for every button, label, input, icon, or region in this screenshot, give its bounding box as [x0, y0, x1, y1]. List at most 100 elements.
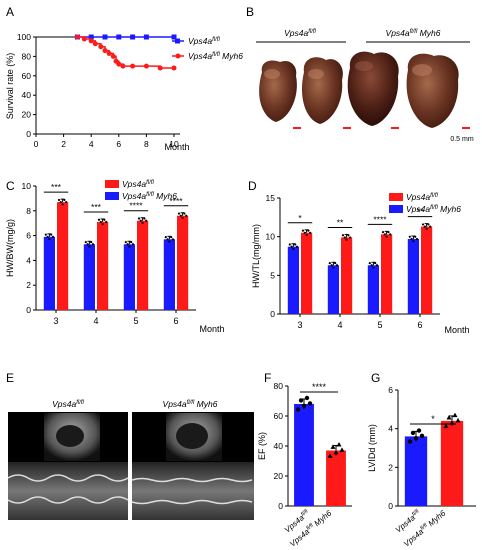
- y-ticks-g: 6 4 2 0: [388, 385, 398, 511]
- d-ytick-label: 5: [270, 270, 275, 280]
- d-ytick-label: 0: [270, 309, 275, 319]
- d-point: [383, 233, 386, 236]
- d-sig: *: [298, 213, 302, 223]
- c-point: [86, 243, 89, 246]
- echo-image-control: [7, 412, 129, 520]
- g-ytick-label: 2: [388, 462, 393, 472]
- g-point: [443, 423, 449, 429]
- scale-label: 0.5 mm: [450, 136, 474, 143]
- d-xtick-label: 5: [377, 320, 382, 330]
- c-point: [97, 218, 101, 221]
- survival-marker-0: [171, 34, 177, 40]
- d-bar: [327, 265, 339, 314]
- c-point: [57, 198, 61, 202]
- g-point: [416, 428, 422, 433]
- c-point: [124, 240, 127, 244]
- f-point: [333, 449, 339, 455]
- d-point: [290, 245, 293, 248]
- g-ytick-label: 6: [388, 385, 393, 395]
- heart-image-3: [347, 51, 399, 127]
- c-point: [141, 221, 144, 225]
- c-point: [131, 243, 135, 246]
- d-point: [343, 236, 346, 239]
- d-point: [374, 261, 377, 265]
- d-point: [370, 264, 373, 267]
- c-point: [168, 240, 171, 243]
- legend-d: Vps4afl/fl Vps4afl/fl Myh6: [389, 192, 461, 214]
- d-point: [414, 235, 417, 238]
- plot-area-a: [36, 34, 177, 71]
- d-point: [335, 264, 339, 267]
- c-bar: [177, 215, 189, 310]
- c-ytick-label: 10: [22, 181, 32, 191]
- c-point: [44, 233, 47, 236]
- c-point: [103, 218, 106, 221]
- d-point: [387, 231, 390, 234]
- c-point: [90, 240, 93, 244]
- y-axis-label-a: Survival rate (%): [5, 53, 15, 120]
- d-point: [303, 231, 306, 234]
- sig-g: *: [431, 414, 435, 424]
- c-point: [63, 198, 66, 202]
- c-sig: ****: [169, 196, 183, 206]
- d-point: [412, 240, 415, 243]
- c-point: [50, 233, 53, 236]
- bars-f: [294, 395, 346, 506]
- heart-image-4: [406, 53, 459, 129]
- survival-marker-1: [98, 44, 104, 50]
- c-xtick-label: 5: [133, 316, 138, 326]
- bars-g: [404, 412, 464, 506]
- f-point: [301, 403, 307, 408]
- panel-letter-c: C: [6, 179, 15, 193]
- legend-label-d-ko: Vps4afl/fl Myh6: [406, 204, 461, 214]
- c-sig: ****: [129, 201, 143, 211]
- g-ytick-label: 0: [388, 501, 393, 511]
- sig-f: ****: [312, 382, 327, 392]
- panel-letter-b: B: [246, 5, 254, 19]
- c-ytick-label: 4: [26, 255, 31, 265]
- d-bar: [421, 226, 433, 314]
- c-point: [179, 214, 182, 217]
- c-point: [88, 245, 91, 248]
- c-point: [84, 240, 87, 244]
- d-point: [408, 235, 411, 238]
- c-point: [137, 217, 141, 220]
- c-point: [166, 238, 169, 241]
- panel-a: A 100 80 60 40 20 0 0 2 4 6 8 10 Survival rate (%)…: [5, 5, 243, 152]
- survival-marker-1: [106, 50, 112, 56]
- c-ytick-label: 0: [26, 305, 31, 315]
- d-point: [425, 227, 428, 230]
- survival-marker-1: [171, 65, 177, 71]
- c-point: [185, 214, 188, 217]
- g-bar: [404, 436, 428, 506]
- c-bar: [163, 239, 175, 310]
- g-point: [410, 430, 416, 436]
- c-sig: ***: [91, 202, 102, 212]
- c-bar: [123, 244, 135, 310]
- f-ytick-label: 40: [274, 441, 284, 451]
- d-xtick-label: 3: [297, 320, 302, 330]
- survival-marker-1: [102, 48, 108, 54]
- f-ytick-label: 0: [278, 501, 283, 511]
- c-point: [59, 201, 62, 204]
- survival-marker-1: [143, 63, 149, 69]
- a-xtick-label: 10: [169, 139, 179, 149]
- f-ytick-label: 80: [274, 381, 284, 391]
- c-point: [105, 220, 108, 224]
- panel-letter-e: E: [6, 371, 14, 385]
- panel-letter-d: D: [248, 179, 257, 193]
- d-bar: [407, 238, 419, 314]
- legend-label-a-control: Vps4afl/fl: [188, 36, 220, 46]
- d-point: [292, 247, 295, 251]
- d-bar: [301, 232, 313, 314]
- d-point: [309, 231, 312, 234]
- survival-marker-1: [92, 41, 98, 47]
- f-point: [295, 407, 301, 412]
- c-xtick-label: 6: [173, 316, 178, 326]
- f-ytick-label: 60: [274, 411, 284, 421]
- c-point: [48, 237, 51, 241]
